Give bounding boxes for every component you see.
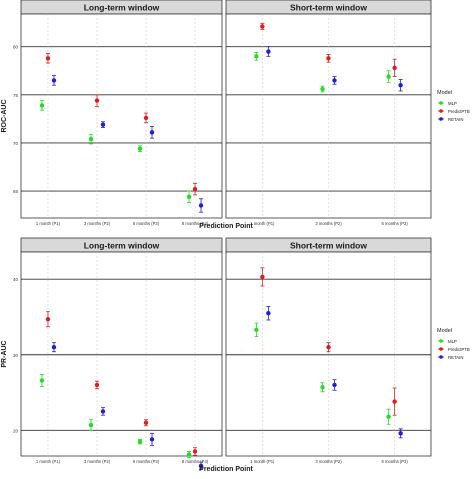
data-point-predictptb bbox=[45, 317, 51, 322]
data-point-retain bbox=[398, 83, 403, 88]
data-point-predictptb bbox=[326, 345, 331, 350]
data-point-predictptb bbox=[94, 98, 100, 103]
panel-title: Long-term window bbox=[84, 3, 160, 13]
y-tick-label: 30 bbox=[13, 353, 19, 358]
plot-area bbox=[20, 13, 223, 219]
data-point-mlp bbox=[186, 452, 192, 457]
data-point-retain bbox=[149, 130, 155, 135]
x-tick-label: 6 months (P3) bbox=[133, 221, 160, 226]
data-point-predictptb bbox=[143, 420, 149, 425]
data-point-retain bbox=[266, 311, 271, 316]
data-point-mlp bbox=[320, 86, 325, 92]
y-tick-label: 20 bbox=[13, 428, 19, 433]
x-tick-label: 3 months (P2) bbox=[315, 459, 342, 464]
data-point-mlp bbox=[39, 378, 45, 383]
x-tick-label: 8 months (P4) bbox=[182, 459, 209, 464]
panel-title: Short-term window bbox=[290, 3, 367, 13]
data-point-retain bbox=[332, 78, 337, 83]
data-point-mlp bbox=[137, 146, 143, 151]
x-tick-label: 3 months (P2) bbox=[84, 459, 111, 464]
x-tick-label: 8 months (P4) bbox=[182, 221, 209, 226]
data-point-retain bbox=[51, 78, 57, 83]
legend-key-mlp bbox=[439, 339, 443, 343]
x-tick-label: 3 months (P2) bbox=[84, 221, 111, 226]
data-point-retain bbox=[100, 409, 106, 414]
data-point-predictptb bbox=[192, 449, 198, 454]
data-point-predictptb bbox=[192, 186, 198, 192]
data-point-predictptb bbox=[143, 115, 149, 121]
legend-key-retain bbox=[439, 117, 443, 121]
x-tick-label: 1 month (P1) bbox=[250, 221, 275, 226]
y-tick-label: 70 bbox=[13, 141, 19, 146]
legend-key-predictptb bbox=[439, 109, 443, 113]
data-point-retain bbox=[198, 203, 204, 208]
legend-key-predictptb bbox=[439, 347, 443, 351]
x-tick-label: 1 month (P1) bbox=[36, 221, 61, 226]
panel-title: Long-term window bbox=[84, 241, 160, 251]
data-point-mlp bbox=[320, 385, 325, 390]
y-axis-title: ROC-AUC bbox=[1, 99, 8, 132]
data-point-retain bbox=[398, 431, 403, 436]
y-tick-label: 40 bbox=[13, 277, 19, 282]
data-point-mlp bbox=[186, 194, 192, 200]
legend-key-retain bbox=[439, 355, 443, 359]
x-tick-label: 1 month (P1) bbox=[36, 459, 61, 464]
x-tick-label: 6 months (P3) bbox=[381, 221, 408, 226]
data-point-retain bbox=[332, 382, 337, 388]
panel-title: Short-term window bbox=[290, 241, 367, 251]
data-point-retain bbox=[51, 345, 57, 350]
x-axis-title: Prediction Point bbox=[199, 466, 253, 473]
data-point-predictptb bbox=[45, 56, 51, 61]
legend-label: MLP bbox=[448, 101, 457, 106]
data-point-retain bbox=[198, 463, 204, 469]
data-point-predictptb bbox=[260, 24, 265, 29]
legend-title: Model bbox=[437, 328, 452, 334]
x-tick-label: 6 months (P3) bbox=[381, 459, 408, 464]
x-tick-label: 3 months (P2) bbox=[315, 221, 342, 226]
data-point-mlp bbox=[254, 54, 259, 59]
legend-label: RETAIN bbox=[448, 117, 463, 122]
y-tick-label: 75 bbox=[13, 93, 19, 98]
legend-label: PredictPTB bbox=[448, 109, 470, 114]
legend-label: RETAIN bbox=[448, 355, 463, 360]
plot-area bbox=[20, 251, 223, 457]
data-point-predictptb bbox=[392, 65, 397, 71]
y-axis-title: PR-AUC bbox=[1, 340, 8, 367]
data-point-predictptb bbox=[94, 382, 100, 388]
data-point-mlp bbox=[254, 327, 259, 333]
x-tick-label: 6 months (P3) bbox=[133, 459, 160, 464]
data-point-mlp bbox=[39, 103, 45, 108]
legend-title: Model bbox=[437, 90, 452, 96]
data-point-mlp bbox=[88, 422, 94, 428]
data-point-predictptb bbox=[392, 399, 397, 404]
data-point-retain bbox=[100, 122, 106, 127]
data-point-mlp bbox=[137, 439, 143, 444]
data-point-mlp bbox=[386, 414, 391, 419]
x-axis-title: Prediction Point bbox=[199, 223, 253, 230]
data-point-retain bbox=[149, 437, 155, 442]
legend-key-mlp bbox=[439, 101, 443, 105]
legend-label: PredictPTB bbox=[448, 347, 470, 352]
legend-label: MLP bbox=[448, 339, 457, 344]
y-tick-label: 65 bbox=[13, 189, 19, 194]
data-point-mlp bbox=[386, 74, 391, 79]
data-point-retain bbox=[266, 49, 271, 54]
y-tick-label: 80 bbox=[13, 45, 19, 50]
data-point-mlp bbox=[88, 136, 94, 142]
data-point-predictptb bbox=[326, 56, 331, 61]
x-tick-label: 1 month (P1) bbox=[250, 459, 275, 464]
data-point-predictptb bbox=[260, 274, 265, 280]
